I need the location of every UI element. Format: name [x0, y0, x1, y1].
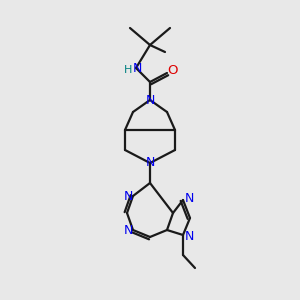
- Text: N: N: [145, 94, 155, 106]
- Text: N: N: [123, 224, 133, 238]
- Text: H: H: [124, 65, 132, 75]
- Text: O: O: [167, 64, 177, 77]
- Text: N: N: [184, 230, 194, 242]
- Text: N: N: [123, 190, 133, 202]
- Text: N: N: [145, 157, 155, 169]
- Text: N: N: [184, 191, 194, 205]
- Text: N: N: [132, 61, 142, 74]
